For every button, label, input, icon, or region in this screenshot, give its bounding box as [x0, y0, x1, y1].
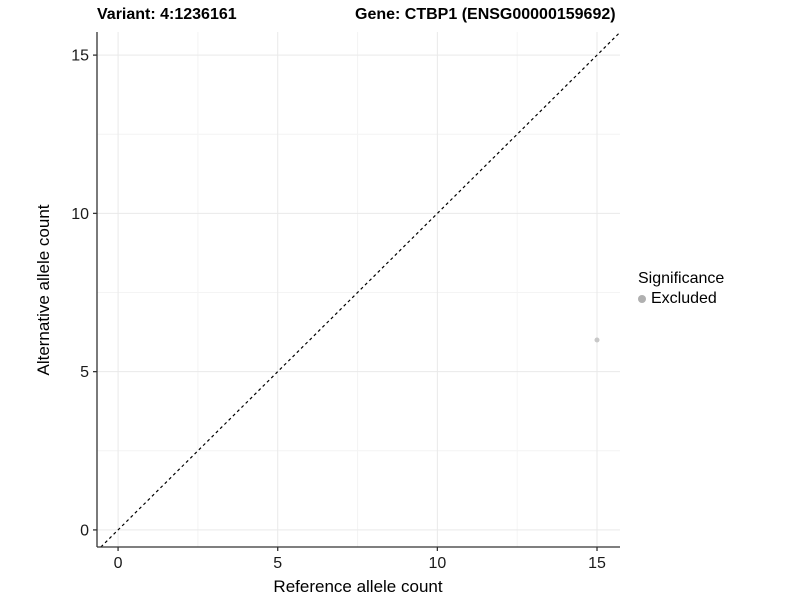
x-tick-label: 0	[114, 555, 123, 572]
gene-title: Gene: CTBP1 (ENSG00000159692)	[355, 6, 616, 23]
x-axis-title: Reference allele count	[273, 577, 443, 596]
y-tick-label: 0	[80, 523, 89, 540]
legend: Significance Excluded	[638, 270, 724, 308]
legend-title: Significance	[638, 270, 725, 287]
y-axis-title: Alternative allele count	[34, 204, 53, 376]
x-tick-label: 5	[273, 555, 282, 572]
legend-point-swatch	[638, 295, 646, 303]
identity-dashed-line	[100, 31, 621, 548]
x-tick-label: 10	[428, 555, 446, 572]
variant-title: Variant: 4:1236161	[97, 6, 237, 23]
y-tick-label: 10	[71, 206, 89, 223]
legend-item-excluded: Excluded	[638, 290, 724, 308]
y-tick-label: 5	[80, 364, 89, 381]
y-tick-label: 15	[71, 48, 89, 65]
x-tick-label: 15	[588, 555, 606, 572]
legend-item-label: Excluded	[651, 290, 717, 307]
data-point	[594, 337, 600, 343]
